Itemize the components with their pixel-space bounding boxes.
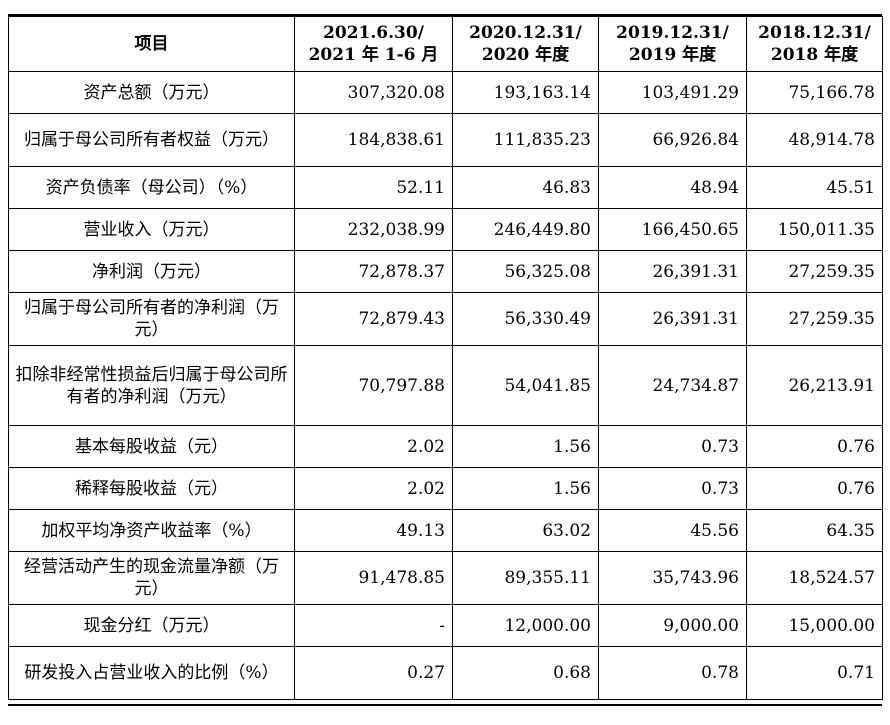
row-label: 加权平均净资产收益率（%）	[8, 509, 295, 552]
header-row: 项目 2021.6.30/ 2021 年 1-6 月 2020.12.31/ 2…	[8, 16, 883, 72]
cell-value: 66,926.84	[598, 113, 747, 167]
cell-value: 2.02	[294, 467, 453, 510]
header-period-1: 2021.6.30/ 2021 年 1-6 月	[294, 16, 453, 72]
table-row: 净利润（万元） 72,878.37 56,325.08 26,391.31 27…	[8, 250, 883, 293]
cell-value: 26,391.31	[598, 292, 747, 346]
cell-value: 18,524.57	[746, 551, 883, 605]
table-row: 现金分红（万元） - 12,000.00 9,000.00 15,000.00	[8, 604, 883, 647]
header-period-4-line1: 2018.12.31/	[758, 23, 871, 43]
cell-value: 56,325.08	[452, 250, 599, 293]
cell-value: 0.73	[598, 425, 747, 468]
cell-value: 26,213.91	[746, 345, 883, 426]
cell-value: 1.56	[452, 425, 599, 468]
cell-value: 2.02	[294, 425, 453, 468]
cell-value: 150,011.35	[746, 208, 883, 251]
table-row: 归属于母公司所有者权益（万元） 184,838.61 111,835.23 66…	[8, 113, 883, 167]
row-label: 基本每股收益（元）	[8, 425, 295, 468]
cell-value: 54,041.85	[452, 345, 599, 426]
row-label: 扣除非经常性损益后归属于母公司所有者的净利润（万元）	[8, 345, 295, 426]
table-row: 扣除非经常性损益后归属于母公司所有者的净利润（万元） 70,797.88 54,…	[8, 345, 883, 426]
cell-value: 91,478.85	[294, 551, 453, 605]
table-row: 研发投入占营业收入的比例（%） 0.27 0.68 0.78 0.71	[8, 646, 883, 700]
cell-value: 64.35	[746, 509, 883, 552]
row-label: 研发投入占营业收入的比例（%）	[8, 646, 295, 700]
header-period-1-line1: 2021.6.30/	[323, 23, 424, 43]
cell-value: 75,166.78	[746, 71, 883, 114]
cell-value: 0.71	[746, 646, 883, 700]
cell-value: 63.02	[452, 509, 599, 552]
cell-value: 56,330.49	[452, 292, 599, 346]
cell-value: 0.73	[598, 467, 747, 510]
cell-value: 0.76	[746, 467, 883, 510]
cell-value: 26,391.31	[598, 250, 747, 293]
cell-value: 70,797.88	[294, 345, 453, 426]
cell-value: 184,838.61	[294, 113, 453, 167]
financial-table-container: 项目 2021.6.30/ 2021 年 1-6 月 2020.12.31/ 2…	[8, 14, 883, 706]
header-period-2: 2020.12.31/ 2020 年度	[452, 16, 599, 72]
header-period-3-line2: 2019 年度	[628, 45, 717, 65]
table-row: 营业收入（万元） 232,038.99 246,449.80 166,450.6…	[8, 208, 883, 251]
cell-value: 246,449.80	[452, 208, 599, 251]
cell-value: 111,835.23	[452, 113, 599, 167]
header-period-3: 2019.12.31/ 2019 年度	[598, 16, 747, 72]
cell-value: -	[294, 604, 453, 647]
table-row: 加权平均净资产收益率（%） 49.13 63.02 45.56 64.35	[8, 509, 883, 552]
row-label: 归属于母公司所有者权益（万元）	[8, 113, 295, 167]
cell-value: 48.94	[598, 166, 747, 209]
cell-value: 45.51	[746, 166, 883, 209]
top-rule	[8, 14, 882, 16]
row-label: 营业收入（万元）	[8, 208, 295, 251]
cell-value: 45.56	[598, 509, 747, 552]
cell-value: 52.11	[294, 166, 453, 209]
cell-value: 0.27	[294, 646, 453, 700]
cell-value: 12,000.00	[452, 604, 599, 647]
table-row: 资产总额（万元） 307,320.08 193,163.14 103,491.2…	[8, 71, 883, 114]
cell-value: 166,450.65	[598, 208, 747, 251]
cell-value: 27,259.35	[746, 292, 883, 346]
row-label: 现金分红（万元）	[8, 604, 295, 647]
cell-value: 27,259.35	[746, 250, 883, 293]
header-period-1-line2: 2021 年 1-6 月	[308, 45, 439, 65]
cell-value: 193,163.14	[452, 71, 599, 114]
bottom-rule	[8, 704, 882, 706]
cell-value: 49.13	[294, 509, 453, 552]
row-label: 经营活动产生的现金流量净额（万元）	[8, 551, 295, 605]
row-label: 归属于母公司所有者的净利润（万元）	[8, 292, 295, 346]
cell-value: 1.56	[452, 467, 599, 510]
cell-value: 72,878.37	[294, 250, 453, 293]
cell-value: 72,879.43	[294, 292, 453, 346]
table-row: 稀释每股收益（元） 2.02 1.56 0.73 0.76	[8, 467, 883, 510]
cell-value: 103,491.29	[598, 71, 747, 114]
table-row: 资产负债率（母公司）（%） 52.11 46.83 48.94 45.51	[8, 166, 883, 209]
cell-value: 232,038.99	[294, 208, 453, 251]
financial-data-table: 项目 2021.6.30/ 2021 年 1-6 月 2020.12.31/ 2…	[8, 16, 883, 700]
header-period-3-line1: 2019.12.31/	[616, 23, 729, 43]
table-row: 归属于母公司所有者的净利润（万元） 72,879.43 56,330.49 26…	[8, 292, 883, 346]
header-period-4-line2: 2018 年度	[770, 45, 859, 65]
header-period-2-line1: 2020.12.31/	[469, 23, 582, 43]
cell-value: 15,000.00	[746, 604, 883, 647]
header-period-2-line2: 2020 年度	[481, 45, 570, 65]
cell-value: 48,914.78	[746, 113, 883, 167]
header-period-4: 2018.12.31/ 2018 年度	[746, 16, 883, 72]
header-item: 项目	[8, 16, 295, 72]
table-row: 基本每股收益（元） 2.02 1.56 0.73 0.76	[8, 425, 883, 468]
row-label: 资产总额（万元）	[8, 71, 295, 114]
cell-value: 0.68	[452, 646, 599, 700]
cell-value: 24,734.87	[598, 345, 747, 426]
cell-value: 35,743.96	[598, 551, 747, 605]
cell-value: 0.76	[746, 425, 883, 468]
cell-value: 0.78	[598, 646, 747, 700]
cell-value: 9,000.00	[598, 604, 747, 647]
row-label: 净利润（万元）	[8, 250, 295, 293]
cell-value: 89,355.11	[452, 551, 599, 605]
cell-value: 307,320.08	[294, 71, 453, 114]
row-label: 稀释每股收益（元）	[8, 467, 295, 510]
row-label: 资产负债率（母公司）（%）	[8, 166, 295, 209]
table-row: 经营活动产生的现金流量净额（万元） 91,478.85 89,355.11 35…	[8, 551, 883, 605]
cell-value: 46.83	[452, 166, 599, 209]
